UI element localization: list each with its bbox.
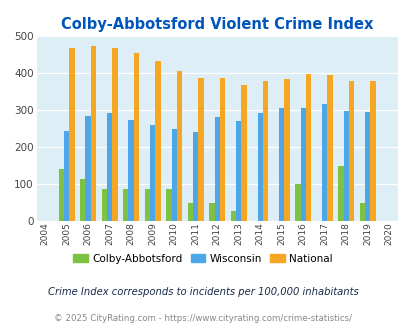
Bar — [209, 203, 214, 221]
Bar — [187, 203, 192, 221]
Bar — [337, 166, 343, 221]
Bar — [177, 71, 182, 221]
Bar — [305, 74, 311, 221]
Bar — [369, 81, 375, 221]
Bar — [64, 131, 69, 221]
Bar — [230, 211, 235, 221]
Bar — [278, 108, 284, 221]
Bar — [214, 117, 220, 221]
Text: Crime Index corresponds to incidents per 100,000 inhabitants: Crime Index corresponds to incidents per… — [47, 287, 358, 297]
Bar — [198, 78, 203, 221]
Bar — [134, 53, 139, 221]
Bar — [327, 75, 332, 221]
Bar — [241, 85, 246, 221]
Bar — [343, 111, 348, 221]
Bar — [123, 188, 128, 221]
Bar — [300, 108, 305, 221]
Bar — [192, 132, 198, 221]
Legend: Colby-Abbotsford, Wisconsin, National: Colby-Abbotsford, Wisconsin, National — [73, 254, 332, 264]
Bar — [348, 81, 354, 221]
Bar — [85, 116, 91, 221]
Bar — [359, 203, 364, 221]
Bar — [166, 188, 171, 221]
Bar — [91, 46, 96, 221]
Bar — [262, 82, 268, 221]
Bar — [107, 113, 112, 221]
Bar — [101, 188, 107, 221]
Bar — [257, 113, 262, 221]
Bar — [155, 61, 160, 221]
Bar — [128, 120, 134, 221]
Bar — [80, 179, 85, 221]
Bar — [321, 104, 327, 221]
Bar — [112, 49, 117, 221]
Bar — [364, 112, 369, 221]
Bar — [284, 79, 289, 221]
Title: Colby-Abbotsford Violent Crime Index: Colby-Abbotsford Violent Crime Index — [61, 17, 373, 32]
Text: © 2025 CityRating.com - https://www.cityrating.com/crime-statistics/: © 2025 CityRating.com - https://www.city… — [54, 314, 351, 323]
Bar — [149, 125, 155, 221]
Bar — [235, 121, 241, 221]
Bar — [220, 78, 225, 221]
Bar — [69, 48, 75, 221]
Bar — [58, 169, 64, 221]
Bar — [294, 184, 300, 221]
Bar — [144, 188, 149, 221]
Bar — [171, 129, 177, 221]
